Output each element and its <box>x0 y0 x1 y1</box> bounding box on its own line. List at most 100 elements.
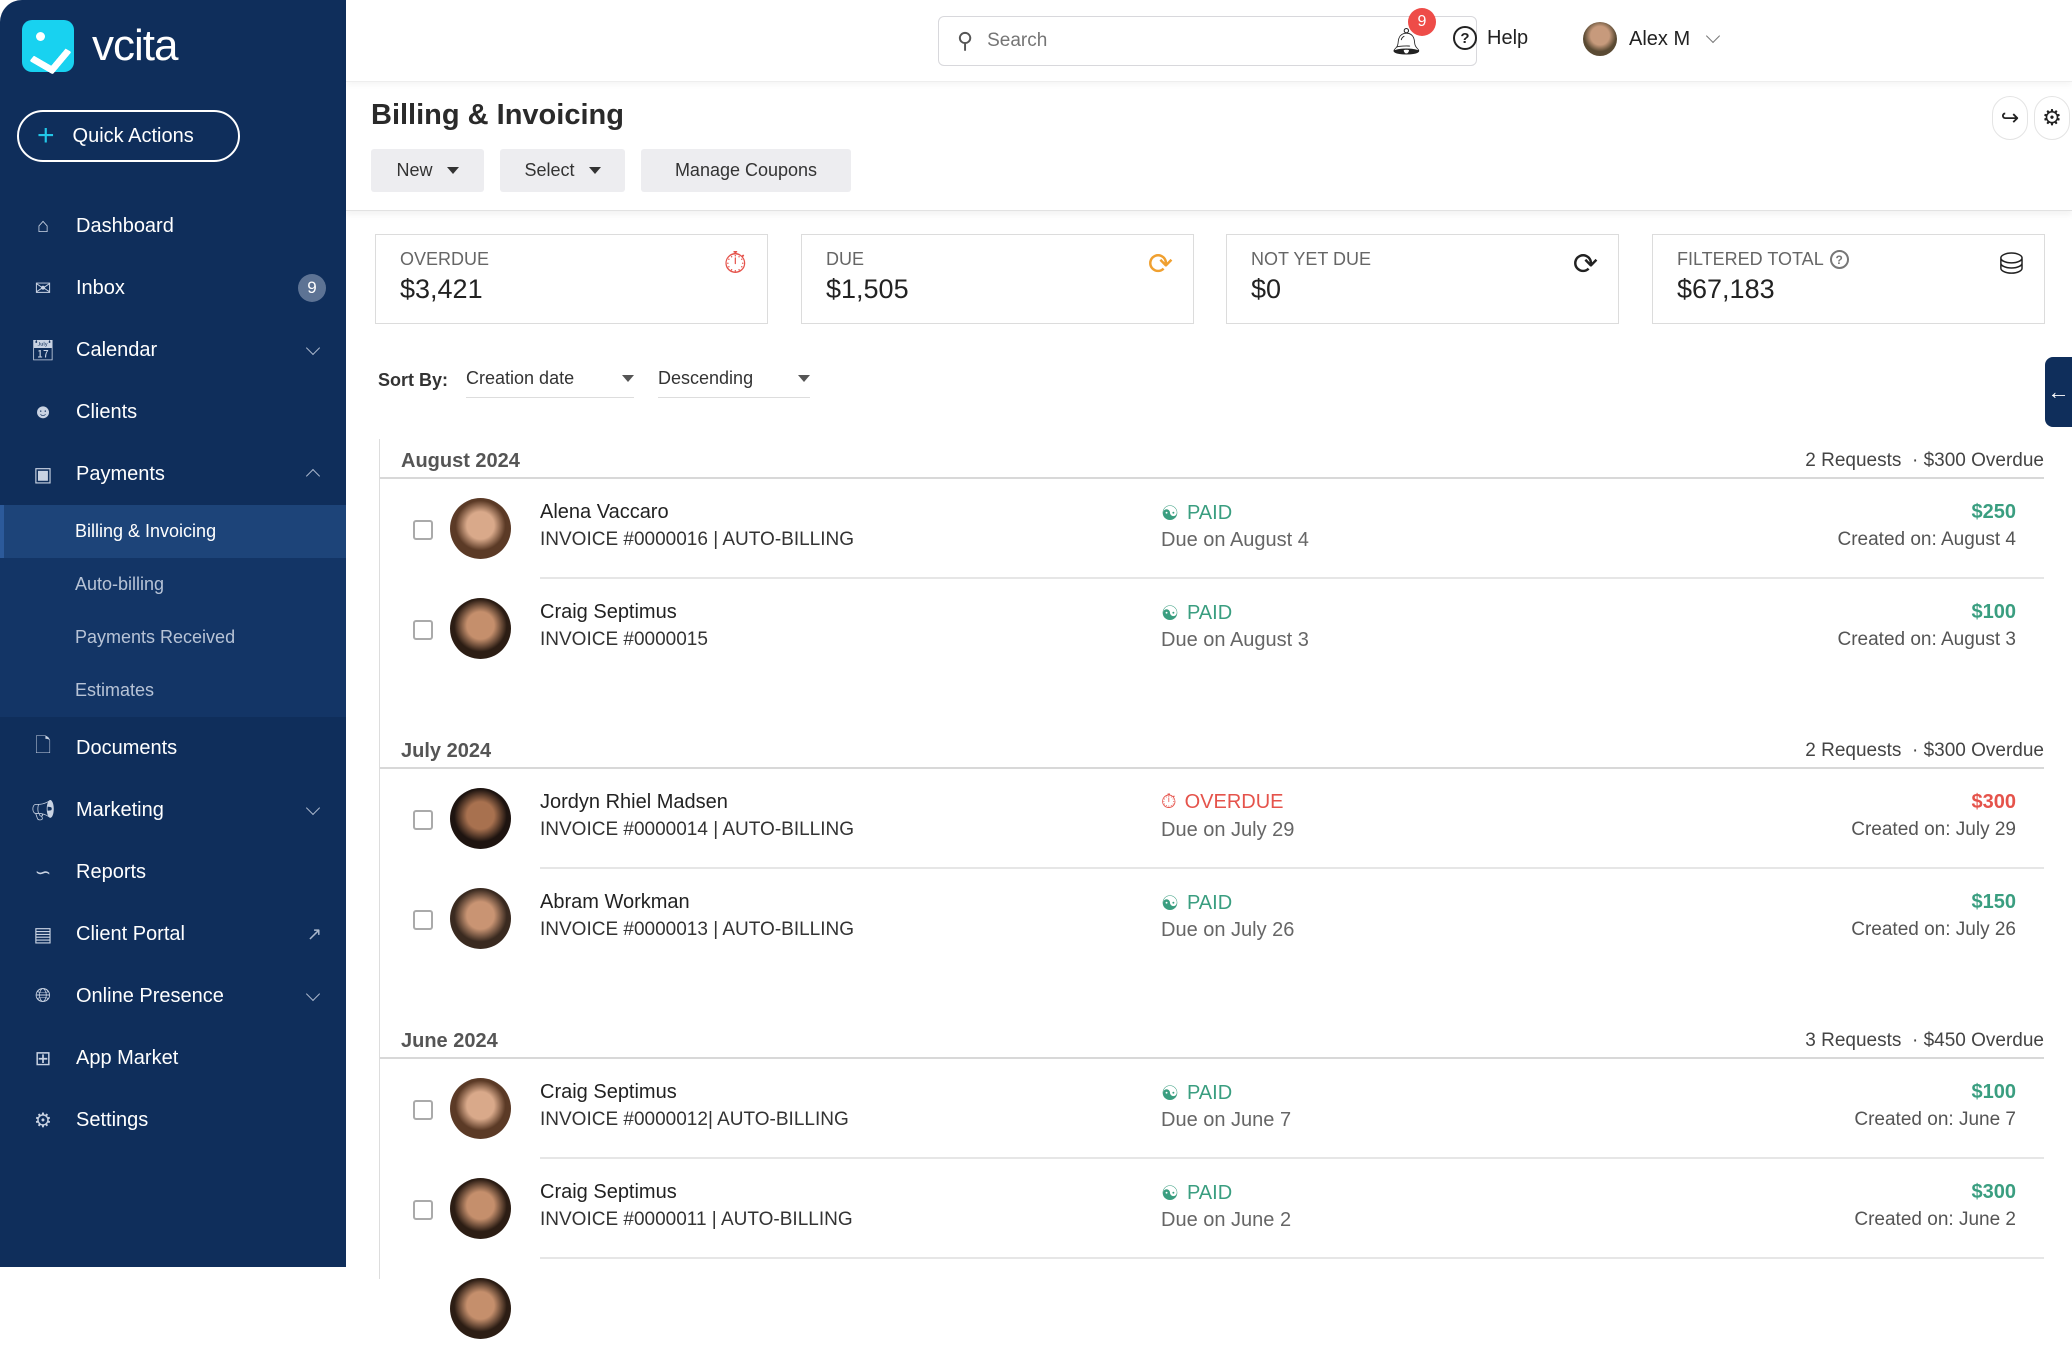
inbox-badge: 9 <box>298 274 326 302</box>
sidebar-item-payments[interactable]: ▣ Payments <box>0 443 346 505</box>
sidebar-item-label: Payments <box>76 462 165 485</box>
card-label: DUE <box>826 249 865 269</box>
invoice-row[interactable]: Abram Workman INVOICE #0000013 | AUTO-BI… <box>380 869 2044 969</box>
client-name[interactable]: Abram Workman <box>540 891 690 913</box>
row-divider <box>540 577 2044 579</box>
sidebar-item-marketing[interactable]: 📢︎ Marketing <box>0 779 346 841</box>
sidebar-item-reports[interactable]: ∽ Reports <box>0 841 346 903</box>
sidebar-item-settings[interactable]: ⚙ Settings <box>0 1089 346 1151</box>
sidebar-item-label: Client Portal <box>76 922 185 945</box>
status-badge: PAID <box>1186 602 1233 624</box>
gear-icon[interactable]: ⚙ <box>2034 96 2070 140</box>
summary-card-overdue[interactable]: OVERDUE $3,421 ⏱︎ <box>375 234 768 324</box>
status-badge: PAID <box>1186 1182 1233 1204</box>
external-link-icon[interactable]: ↗ <box>306 923 322 944</box>
request-count: 3 Requests <box>1805 1030 1902 1051</box>
paid-money-icon: ☯ <box>1161 1183 1179 1205</box>
quick-actions-button[interactable]: + Quick Actions <box>17 110 240 162</box>
invoice-amount: $300 <box>1971 791 2017 813</box>
chevron-up-icon[interactable] <box>305 468 321 484</box>
top-bar: ⚲ <box>346 0 2072 82</box>
card-label: NOT YET DUE <box>1251 249 1372 269</box>
client-name[interactable]: Alena Vaccaro <box>540 501 669 523</box>
sort-label: Sort By: <box>378 369 449 390</box>
invoice-amount: $250 <box>1971 501 2017 523</box>
sidebar-item-calendar[interactable]: 📅︎ Calendar <box>0 319 346 381</box>
invoice-row[interactable]: Alena Vaccaro INVOICE #0000016 | AUTO-BI… <box>380 479 2044 579</box>
user-icon: ☻ <box>32 400 54 423</box>
invoice-row[interactable]: Craig Septimus INVOICE #0000012| AUTO-BI… <box>380 1059 2044 1159</box>
sidebar-item-online-presence[interactable]: 🌐︎ Online Presence <box>0 965 346 1027</box>
row-checkbox[interactable] <box>413 1200 433 1220</box>
chevron-down-icon[interactable] <box>305 800 321 816</box>
row-checkbox[interactable] <box>413 810 433 830</box>
sidebar-subitem-estimates[interactable]: Estimates <box>75 680 155 700</box>
row-checkbox[interactable] <box>413 520 433 540</box>
sidebar-item-clients[interactable]: ☻ Clients <box>0 381 346 443</box>
status-badge: PAID <box>1186 892 1233 914</box>
sidebar-subitem-auto-billing[interactable]: Auto-billing <box>75 574 165 594</box>
sidebar-item-inbox[interactable]: ✉ Inbox 9 <box>0 257 346 319</box>
row-divider <box>540 867 2044 869</box>
row-checkbox[interactable] <box>413 620 433 640</box>
client-name[interactable]: Craig Septimus <box>540 1181 677 1203</box>
user-menu[interactable]: Alex M <box>1583 22 1721 56</box>
new-button[interactable]: New <box>371 149 484 192</box>
row-checkbox[interactable] <box>413 910 433 930</box>
sidebar: vcita + Quick Actions ⌂ Dashboard ✉ Inbox 9 📅… <box>0 0 346 1267</box>
caret-down-icon <box>446 167 459 174</box>
vcita-logo[interactable]: vcita <box>22 20 178 72</box>
manage-coupons-button[interactable]: Manage Coupons <box>641 149 851 192</box>
client-avatar <box>450 1278 511 1339</box>
summary-card-due[interactable]: DUE $1,505 ⟳ <box>801 234 1194 324</box>
sidebar-item-label: Documents <box>76 736 178 759</box>
sidebar-item-documents[interactable]: 🗋︎ Documents <box>0 717 346 779</box>
summary-card-filtered-total[interactable]: FILTERED TOTAL? $67,183 ⛁ <box>1652 234 2045 324</box>
collapse-panel-arrow-icon[interactable]: ← <box>2045 357 2072 427</box>
sidebar-item-client-portal[interactable]: ▤ Client Portal ↗ <box>0 903 346 965</box>
sidebar-item-app-market[interactable]: ⊞ App Market <box>0 1027 346 1089</box>
client-name[interactable]: Craig Septimus <box>540 1081 677 1103</box>
client-name[interactable]: Craig Septimus <box>540 601 677 623</box>
chevron-down-icon[interactable] <box>305 340 321 356</box>
month-title: June 2024 <box>401 1029 498 1052</box>
invoice-row[interactable]: Craig Septimus INVOICE #0000015 ☯ PAID Du… <box>380 579 2044 679</box>
invoice-number: INVOICE #0000013 | AUTO-BILLING <box>540 919 855 940</box>
chevron-down-icon <box>1706 28 1721 44</box>
summary-card-not-yet-due[interactable]: NOT YET DUE $0 ⟳ <box>1226 234 1619 324</box>
row-divider <box>540 1257 2044 1259</box>
client-avatar <box>450 888 511 949</box>
export-icon[interactable]: ↪ <box>1992 96 2028 140</box>
page-title: Billing & Invoicing <box>371 99 624 131</box>
invoice-row[interactable]: Jordyn Rhiel Madsen INVOICE #0000014 | A… <box>380 769 2044 869</box>
sidebar-subitem-billing-invoicing[interactable]: Billing & Invoicing <box>0 505 346 558</box>
sidebar-item-dashboard[interactable]: ⌂ Dashboard <box>0 195 346 257</box>
info-icon[interactable]: ? <box>1829 250 1849 269</box>
sort-field-dropdown[interactable]: Creation date <box>466 362 635 398</box>
invoice-number: INVOICE #0000014 | AUTO-BILLING <box>540 819 855 840</box>
month-title: August 2024 <box>401 449 520 472</box>
coins-icon: ⛁ <box>1998 248 2024 281</box>
help-button[interactable]: ? Help <box>1453 26 1528 50</box>
card-label: OVERDUE <box>400 249 490 269</box>
invoice-row[interactable]: Craig Septimus INVOICE #0000011 | AUTO-B… <box>380 1159 2044 1259</box>
invoice-row[interactable] <box>380 1259 2044 1359</box>
due-date: Due on August 3 <box>1161 629 1309 651</box>
client-name[interactable]: Jordyn Rhiel Madsen <box>540 791 728 813</box>
row-checkbox[interactable] <box>413 1100 433 1120</box>
sidebar-item-label: Reports <box>76 860 147 883</box>
sidebar-subitem-payments-received[interactable]: Payments Received <box>75 627 236 647</box>
select-label: Select <box>524 160 575 180</box>
search-box[interactable]: ⚲ <box>938 16 1477 66</box>
search-icon: ⚲ <box>957 28 974 53</box>
due-date: Due on July 26 <box>1161 919 1295 941</box>
sort-order-dropdown[interactable]: Descending <box>658 362 811 398</box>
chevron-down-icon[interactable] <box>305 986 321 1002</box>
page-header: Billing & Invoicing New Select Manage Co… <box>346 83 2072 211</box>
search-input[interactable] <box>987 30 1438 52</box>
sidebar-item-label: Settings <box>76 1108 149 1131</box>
card-value: $67,183 <box>1677 274 1775 304</box>
due-date: Due on July 29 <box>1161 819 1295 841</box>
select-button[interactable]: Select <box>500 149 625 192</box>
manage-coupons-label: Manage Coupons <box>674 160 818 180</box>
